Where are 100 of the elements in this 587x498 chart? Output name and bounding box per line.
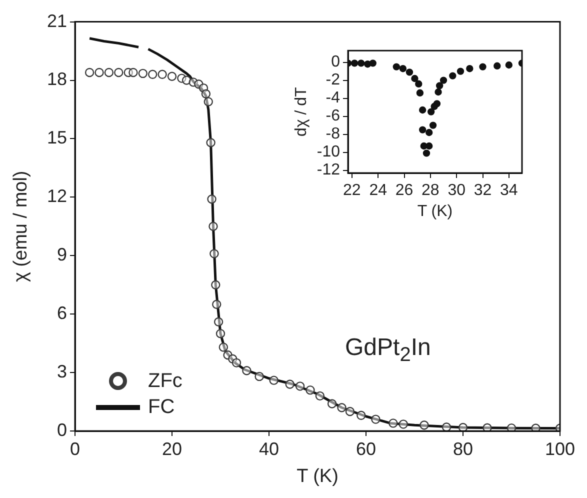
- y-axis-title: χ (emu / mol): [10, 170, 32, 282]
- point: [128, 68, 138, 78]
- y-tick-label: 9: [56, 244, 67, 265]
- y-axis-title: dχ / dT: [293, 86, 310, 136]
- point: [138, 68, 148, 78]
- legend-label: FC: [148, 395, 175, 420]
- point: [357, 60, 365, 67]
- point: [427, 108, 435, 116]
- y-tick-label: -12: [316, 162, 340, 179]
- point: [201, 89, 211, 98]
- x-axis-title: T (K): [417, 202, 453, 220]
- point: [479, 63, 486, 70]
- point: [426, 142, 433, 150]
- y-tick-label: 21: [46, 10, 67, 31]
- y-tick-label: -4: [326, 90, 340, 107]
- point: [392, 63, 400, 70]
- x-tick-label: 34: [500, 182, 518, 200]
- point: [458, 422, 468, 431]
- x-tick-label: 0: [70, 438, 80, 459]
- point: [148, 70, 158, 80]
- x-tick-label: 22: [343, 182, 361, 200]
- y-tick-label: 0: [56, 420, 67, 440]
- x-tick-label: 60: [356, 438, 376, 459]
- point: [494, 62, 501, 70]
- y-tick-label: 12: [46, 186, 67, 206]
- x-axis-title: T (K): [296, 466, 338, 487]
- x-tick-label: 100: [544, 438, 576, 459]
- point: [94, 68, 104, 78]
- point: [218, 342, 228, 352]
- point: [285, 380, 294, 389]
- point: [327, 399, 337, 408]
- y-tick-label: 0: [331, 54, 340, 71]
- y-tick-label: -2: [326, 72, 340, 89]
- point: [415, 80, 422, 88]
- point: [371, 414, 380, 424]
- point: [315, 391, 325, 401]
- point: [411, 74, 418, 82]
- point: [436, 82, 444, 90]
- point: [167, 72, 177, 81]
- point: [420, 420, 429, 430]
- point: [158, 70, 167, 80]
- point: [482, 423, 492, 431]
- y-tick-label: -6: [326, 108, 340, 125]
- point: [337, 403, 346, 412]
- y-tick-label: 15: [46, 128, 67, 148]
- y-tick-label: -10: [316, 144, 340, 161]
- x-tick-label: 30: [448, 182, 466, 200]
- x-tick-label: 28: [422, 182, 440, 200]
- annotation: GdPt$_{2}$In: [345, 334, 431, 367]
- x-tick-label: 24: [369, 182, 388, 200]
- point: [216, 328, 226, 338]
- x-tick-label: 80: [452, 438, 474, 459]
- x-tick-label: 40: [258, 438, 280, 459]
- point: [114, 68, 124, 78]
- point: [242, 366, 252, 376]
- point: [204, 97, 213, 106]
- point: [350, 60, 358, 67]
- point: [426, 128, 433, 136]
- point: [466, 65, 474, 72]
- point: [295, 382, 305, 391]
- point: [232, 358, 242, 368]
- point: [206, 138, 216, 148]
- point: [306, 385, 315, 395]
- point: [398, 420, 408, 429]
- point: [212, 300, 222, 309]
- point: [418, 106, 426, 114]
- point: [269, 376, 278, 385]
- point: [418, 126, 426, 134]
- point: [440, 76, 448, 84]
- point: [388, 418, 398, 428]
- point: [506, 423, 516, 431]
- x-tick-label: 32: [474, 182, 492, 200]
- point: [345, 406, 355, 416]
- point: [211, 280, 220, 290]
- legend-label: ZFc: [148, 369, 182, 394]
- point: [254, 372, 264, 382]
- point: [207, 194, 216, 204]
- y-tick-label: -8: [326, 126, 340, 143]
- point: [456, 68, 464, 75]
- y-tick-label: 6: [56, 303, 67, 324]
- x-tick-label: 20: [162, 438, 182, 459]
- y-tick-label: 3: [56, 362, 67, 382]
- point: [442, 422, 452, 431]
- point: [422, 150, 430, 157]
- point: [104, 68, 114, 78]
- point: [210, 249, 219, 258]
- point: [356, 410, 366, 420]
- point: [406, 68, 414, 76]
- point: [416, 89, 424, 96]
- point: [208, 222, 218, 231]
- point: [505, 61, 513, 69]
- point: [399, 65, 407, 72]
- point: [449, 72, 456, 80]
- point: [531, 424, 540, 431]
- point: [434, 88, 442, 96]
- point: [433, 100, 441, 108]
- point: [369, 60, 376, 67]
- point: [214, 317, 224, 326]
- x-tick-label: 26: [395, 182, 414, 200]
- point: [429, 122, 437, 129]
